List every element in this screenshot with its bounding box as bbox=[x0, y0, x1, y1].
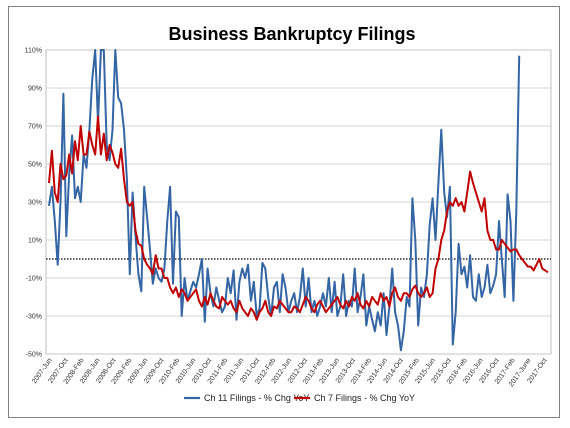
y-tick-label: 110% bbox=[25, 48, 42, 55]
y-tick-label: -50% bbox=[26, 352, 42, 359]
y-tick-label: -10% bbox=[26, 276, 42, 283]
series-line-ch7 bbox=[48, 115, 549, 321]
legend-label: Ch 7 Filings - % Chg YoY bbox=[314, 393, 415, 403]
y-tick-label: 50% bbox=[28, 162, 42, 169]
y-tick-label: -30% bbox=[26, 314, 42, 321]
series-line-ch11 bbox=[48, 49, 521, 352]
chart-frame: Business Bankruptcy Filings -50% -30% -10%… bbox=[8, 6, 560, 418]
y-tick-label: 90% bbox=[28, 86, 42, 93]
y-tick-label: 10% bbox=[28, 238, 42, 245]
chart-svg: Business Bankruptcy Filings -50% -30% -10%… bbox=[25, 24, 552, 403]
y-tick-label: 30% bbox=[28, 200, 42, 207]
legend: Ch 11 Filings - % Chg YoY Ch 7 Filings - … bbox=[184, 393, 415, 403]
plot-area: -50%-30%-10%10%30%50%70%90%110%2007-Jun2… bbox=[25, 48, 552, 388]
legend-label: Ch 11 Filings - % Chg YoY bbox=[204, 393, 309, 403]
chart-title: Business Bankruptcy Filings bbox=[168, 24, 415, 44]
y-tick-label: 70% bbox=[28, 124, 42, 131]
